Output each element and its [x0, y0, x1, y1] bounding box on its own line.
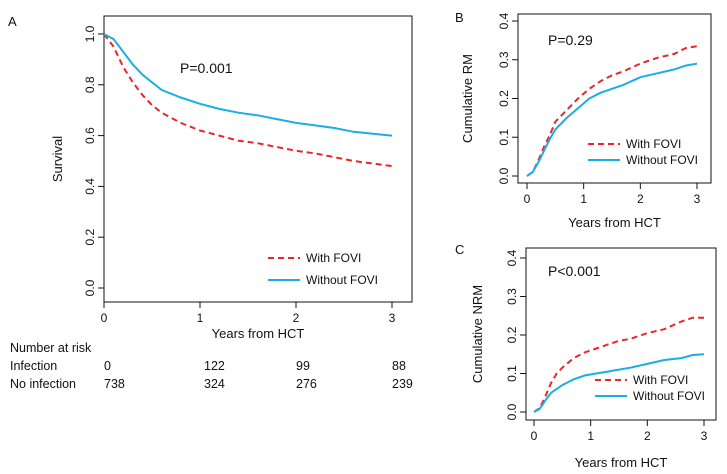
risk-value: 324	[204, 377, 225, 391]
x-tick-label: 1	[197, 311, 204, 325]
series-line-without-fovi	[526, 62, 698, 177]
panel-letter: B	[455, 10, 464, 25]
risk-table: Number at risk Infection 0 122 99 88 No infect…	[10, 341, 413, 391]
x-axis-label: Years from HCT	[575, 455, 668, 470]
series-line-without-fovi	[533, 353, 705, 413]
y-tick-label: 0.2	[83, 229, 97, 246]
x-tick-label: 2	[293, 311, 300, 325]
y-tick-label: 1.0	[83, 25, 97, 42]
plot-frame	[103, 15, 413, 303]
risk-table-title: Number at risk	[10, 341, 92, 355]
legend-label: With FOVI	[626, 137, 681, 151]
panel-a: A 0 1 2 3 0.0 0.2 0.4 0.6 0.8 1.0 Years from HCT Sur…	[8, 14, 413, 341]
x-tick-label: 3	[701, 429, 708, 443]
series-line-with-fovi	[533, 316, 704, 413]
series-line-without-fovi	[103, 33, 393, 137]
legend-label: With FOVI	[633, 373, 688, 387]
y-tick-label: 0.4	[505, 249, 519, 266]
y-tick-label: 0.1	[505, 365, 519, 382]
x-tick-label: 0	[524, 192, 531, 206]
risk-row-label: No infection	[10, 377, 76, 391]
legend-label: Without FOVI	[633, 389, 705, 403]
risk-value: 99	[296, 359, 310, 373]
panel-letter: C	[455, 242, 464, 257]
y-tick-label: 0.2	[505, 326, 519, 343]
plot-frame	[525, 247, 717, 421]
y-axis-label: Survival	[50, 136, 65, 182]
y-tick-label: 0.1	[497, 129, 511, 146]
x-tick-label: 2	[637, 192, 644, 206]
risk-value: 88	[392, 359, 406, 373]
x-axis-label: Years from HCT	[568, 215, 661, 230]
y-tick-label: 0.0	[505, 403, 519, 420]
y-tick-label: 0.3	[505, 288, 519, 305]
x-tick-label: 3	[694, 192, 701, 206]
risk-value: 738	[104, 377, 125, 391]
p-value-label: P<0.001	[548, 263, 601, 279]
y-tick-label: 0.3	[497, 51, 511, 68]
y-tick-label: 0.6	[83, 127, 97, 144]
y-tick-label: 0.0	[497, 167, 511, 184]
x-tick-label: 3	[389, 311, 396, 325]
series-line-with-fovi	[103, 33, 393, 168]
y-tick-label: 0.2	[497, 90, 511, 107]
risk-value: 122	[204, 359, 225, 373]
x-tick-label: 0	[101, 311, 108, 325]
legend-label: Without FOVI	[306, 273, 378, 287]
x-tick-label: 2	[644, 429, 651, 443]
y-tick-label: 0.8	[83, 76, 97, 93]
series-line-with-fovi	[526, 45, 698, 177]
panel-letter: A	[8, 14, 17, 29]
x-tick-label: 1	[587, 429, 594, 443]
risk-value: 239	[392, 377, 413, 391]
risk-row-label: Infection	[10, 359, 57, 373]
y-tick-label: 0.0	[83, 279, 97, 296]
y-axis-label: Cumulative RM	[460, 54, 475, 143]
legend-label: Without FOVI	[626, 153, 698, 167]
x-tick-label: 0	[531, 429, 538, 443]
risk-value: 0	[104, 359, 111, 373]
x-axis-label: Years from HCT	[212, 326, 305, 341]
risk-value: 276	[296, 377, 317, 391]
y-axis-label: Cumulative NRM	[470, 285, 485, 383]
y-tick-label: 0.4	[497, 12, 511, 29]
p-value-label: P=0.001	[180, 60, 233, 76]
legend-label: With FOVI	[306, 251, 361, 265]
x-tick-label: 1	[580, 192, 587, 206]
y-tick-label: 0.4	[83, 178, 97, 195]
panel-c: C 0 1 2 3 0.0 0.1 0.2 0.3 0.4 Years from HCT Cumula…	[455, 242, 717, 470]
p-value-label: P=0.29	[548, 32, 593, 48]
panel-b: B 0 1 2 3 0.0 0.1 0.2 0.3 0.4 Years from HCT Cumula…	[455, 10, 712, 230]
